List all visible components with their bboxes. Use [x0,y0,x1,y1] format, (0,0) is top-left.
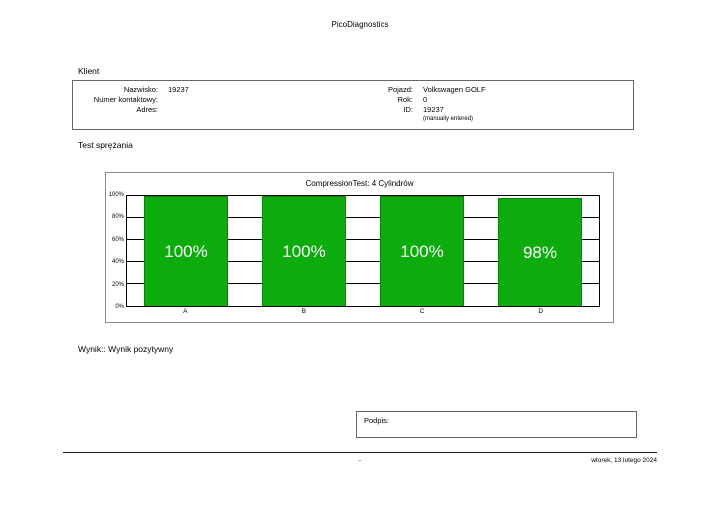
page-title: PicoDiagnostics [331,20,389,29]
bar-value-label: 100% [400,241,444,261]
x-tick-label: B [301,308,306,315]
gridline [127,261,599,262]
gridline [127,283,599,284]
gridline [127,217,599,218]
y-tick-label: 40% [111,259,124,266]
x-tick-label: A [183,308,188,315]
x-labels: A B C D [126,308,600,315]
footer-left [63,457,261,464]
y-tick-label: 0% [115,304,124,310]
bar-slot: 100% [127,196,245,306]
compression-plot: 100% 100% 100% 98% [126,195,600,307]
manually-entered-note: (manually entered) [423,116,474,123]
client-info-box: Nazwisko: 19237 Numer kontaktowy: Adres:… [72,80,634,130]
year-value: 0 [423,94,428,104]
bar-value-label: 100% [164,241,208,261]
y-tick-label: 20% [111,281,124,288]
footer-date: wtorek, 13 lutego 2024 [591,457,657,464]
id-value: 19237 [423,104,444,114]
client-contact-label: Numer kontaktowy: [93,94,158,104]
y-tick-label: 60% [111,236,124,243]
compression-chart: CompressionTest: 4 Cylindrów 0% 20% 40% 60%… [105,172,614,323]
y-axis: 0% 20% 40% 60% 80% 100% [106,192,126,310]
year-label: Rok: [397,94,413,104]
bars-container: 100% 100% 100% 98% [127,196,599,306]
page-footer: - wtorek, 13 lutego 2024 [63,452,657,464]
x-tick-label: D [538,308,544,315]
footer-page-marker: - [358,457,362,464]
bar-value-label: 98% [522,242,557,262]
bar-slot: 100% [245,196,363,306]
client-section-heading: Klient [78,66,100,76]
client-contact-value [168,95,343,105]
cylinder-bar-C: 100% [380,196,464,306]
vehicle-label: Pojazd: [387,85,413,94]
bar-slot: 98% [481,196,599,306]
signature-box: Podpis: [356,411,637,438]
x-axis: A B C D [106,308,613,315]
vehicle-value: Volkswagen GOLF [423,85,486,94]
chart-title: CompressionTest: 4 Cylindrów [305,179,414,188]
id-label: ID: [403,104,413,114]
client-name-value: 19237 [168,85,189,94]
bar-value-label: 100% [282,241,326,261]
client-address-value [168,105,343,115]
cylinder-bar-B: 100% [262,196,346,306]
gridline [127,239,599,240]
client-name-label: Nazwisko: [123,85,158,94]
y-tick-label: 100% [108,192,124,198]
bar-slot: 100% [363,196,481,306]
chart-body: 0% 20% 40% 60% 80% 100% 100% 100% 100% 98% [106,192,613,310]
result-text: Wynik:: Wynik pozytywny [78,344,174,354]
client-info-left: Nazwisko: 19237 Numer kontaktowy: Adres: [83,85,343,114]
client-info-right: Pojazd: Volkswagen GOLF Rok: 0 ID: 19237… [358,85,628,125]
test-section-heading: Test sprężania [78,140,133,150]
signature-label: Podpis: [364,416,390,425]
cylinder-bar-A: 100% [144,196,228,306]
client-address-label: Adres: [136,104,158,114]
cylinder-bar-D: 98% [498,198,582,306]
x-tick-label: C [419,308,425,315]
y-tick-label: 80% [111,214,124,221]
